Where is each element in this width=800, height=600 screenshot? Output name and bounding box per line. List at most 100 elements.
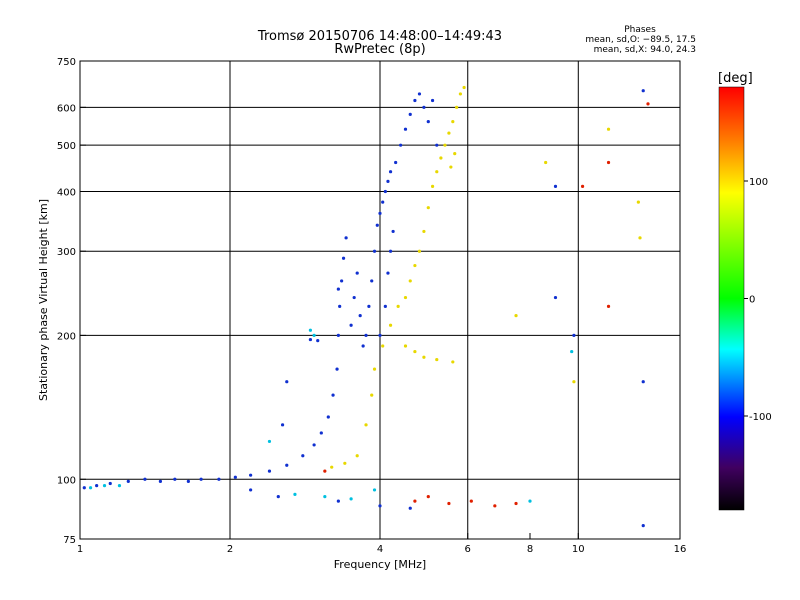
y-axis-label: Stationary phase Virtual Height [km] [37,199,50,401]
data-point [276,494,280,499]
data-point [388,323,393,327]
colorbar-tick-label: 0 [749,295,755,306]
data-point [544,160,548,165]
data-point [383,189,387,194]
data-point [293,492,297,496]
data-point [447,501,451,506]
data-point [426,206,430,210]
data-point [636,200,640,204]
data-point [386,179,390,183]
data-point [344,236,348,240]
colorbar [718,86,745,511]
data-point [367,304,371,308]
data-point [417,92,422,96]
data-point [422,105,426,109]
data-point [340,279,344,283]
y-tick-label: 500 [57,141,76,152]
data-point [267,439,272,444]
data-point [158,479,163,483]
data-point [413,98,417,103]
data-point [361,344,365,348]
data-point [413,499,417,503]
data-point [378,211,382,215]
data-point [381,200,385,204]
data-point [447,131,451,135]
y-tick-label: 600 [57,103,76,114]
data-point [439,156,443,160]
data-point [606,127,611,131]
data-point [396,304,400,308]
data-point [403,295,408,300]
phase-stats-heading: Phases [624,25,656,35]
data-point [394,160,398,165]
data-point [117,484,122,488]
colorbar-tick-label: -100 [749,412,772,423]
data-point [493,504,497,508]
x-tick-label: 1 [77,544,83,555]
data-point [378,504,382,508]
data-point [641,380,645,384]
y-tick-label: 100 [57,475,76,486]
data-point [408,506,412,510]
data-point [641,524,645,528]
data-point [370,393,374,397]
data-point [102,484,107,488]
data-point [413,349,417,354]
data-point [435,170,439,174]
data-point [343,461,347,465]
data-point [199,477,203,481]
data-point [375,223,379,227]
x-tick-label: 16 [674,544,687,555]
x-tick-label: 10 [572,544,585,555]
data-point [301,454,305,458]
data-point [386,271,390,275]
data-point [580,184,585,188]
data-point [399,143,403,147]
data-point [408,112,412,116]
data-point [426,494,430,499]
data-point [403,127,408,131]
data-point [606,304,611,308]
data-point [528,499,532,503]
y-tick-label: 200 [57,331,76,342]
data-point [430,98,435,103]
data-point [370,279,374,283]
data-point [388,170,393,174]
data-point [462,85,466,90]
data-point [217,477,221,481]
data-point [372,249,377,253]
x-tick-label: 4 [377,544,383,555]
data-point [336,333,340,337]
data-point [308,328,313,332]
data-point [355,271,359,275]
data-point [646,102,650,106]
data-point [364,333,368,337]
chart-subtitle: RwPretec (8p) [334,42,425,57]
data-point [173,477,177,481]
data-point [435,143,439,147]
x-tick-label: 2 [227,544,233,555]
data-point [514,314,518,318]
colorbar-tick-label: 100 [749,177,768,188]
data-point [435,357,439,362]
data-point [372,488,377,492]
data-point [349,497,353,501]
data-point [233,475,237,479]
data-point [331,393,335,397]
data-point [336,499,340,503]
data-point [422,229,426,234]
data-point [326,415,330,419]
data-point [323,494,327,499]
data-point [455,105,459,109]
data-point [638,236,642,240]
data-point [285,463,289,467]
data-point [355,454,359,458]
data-point [352,295,356,300]
data-point [186,479,190,483]
data-point [458,92,463,96]
data-point [82,486,86,490]
data-point [285,380,289,384]
data-point [449,165,453,169]
data-point [358,314,362,318]
